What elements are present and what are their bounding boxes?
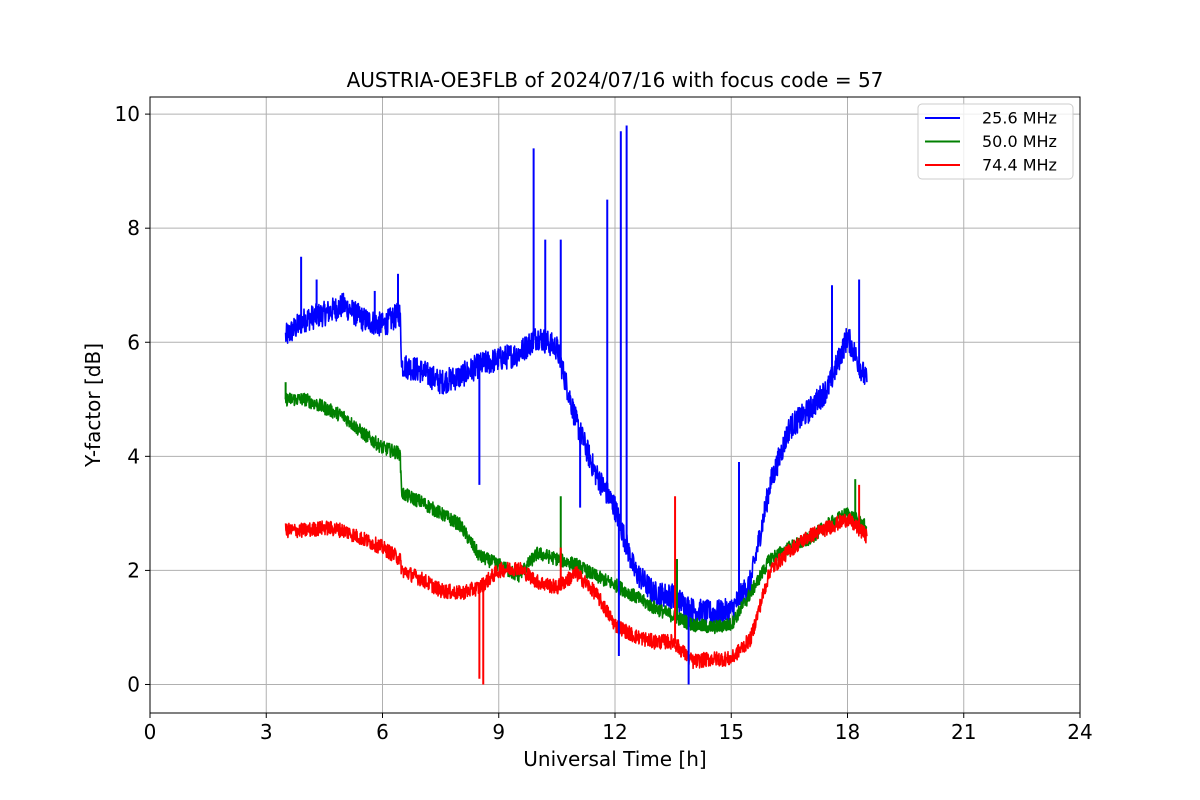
x-tick-label: 24 bbox=[1067, 720, 1092, 744]
chart-title: AUSTRIA-OE3FLB of 2024/07/16 with focus … bbox=[347, 68, 884, 92]
legend-box bbox=[917, 103, 1074, 180]
series-line bbox=[284, 513, 868, 670]
legend-label: 25.6 MHz bbox=[982, 109, 1057, 128]
y-tick-label: 8 bbox=[127, 216, 140, 240]
legend-label: 74.4 MHz bbox=[982, 156, 1057, 175]
x-axis-label: Universal Time [h] bbox=[523, 747, 706, 771]
x-tick-label: 6 bbox=[376, 720, 389, 744]
y-tick-label: 0 bbox=[127, 672, 140, 696]
x-tick-label: 3 bbox=[260, 720, 273, 744]
plot-series bbox=[284, 125, 868, 685]
x-tick-label: 9 bbox=[492, 720, 505, 744]
x-tick-label: 21 bbox=[951, 720, 976, 744]
x-tick-label: 15 bbox=[719, 720, 744, 744]
y-axis-label: Y-factor [dB] bbox=[81, 343, 105, 468]
y-tick-label: 6 bbox=[127, 330, 140, 354]
x-axis: 0 3 6 9 12 15 18 21 24 bbox=[144, 713, 1093, 744]
legend: 25.6 MHz 50.0 MHz 74.4 MHz bbox=[917, 103, 1074, 180]
series-line bbox=[284, 392, 868, 635]
y-axis: 0 2 4 6 8 10 bbox=[115, 102, 150, 696]
x-tick-label: 18 bbox=[835, 720, 860, 744]
x-tick-label: 12 bbox=[602, 720, 627, 744]
x-tick-label: 0 bbox=[144, 720, 157, 744]
legend-label: 50.0 MHz bbox=[982, 132, 1057, 151]
series-line bbox=[284, 292, 868, 625]
y-tick-label: 4 bbox=[127, 444, 140, 468]
y-tick-label: 2 bbox=[127, 558, 140, 582]
y-tick-label: 10 bbox=[115, 102, 140, 126]
